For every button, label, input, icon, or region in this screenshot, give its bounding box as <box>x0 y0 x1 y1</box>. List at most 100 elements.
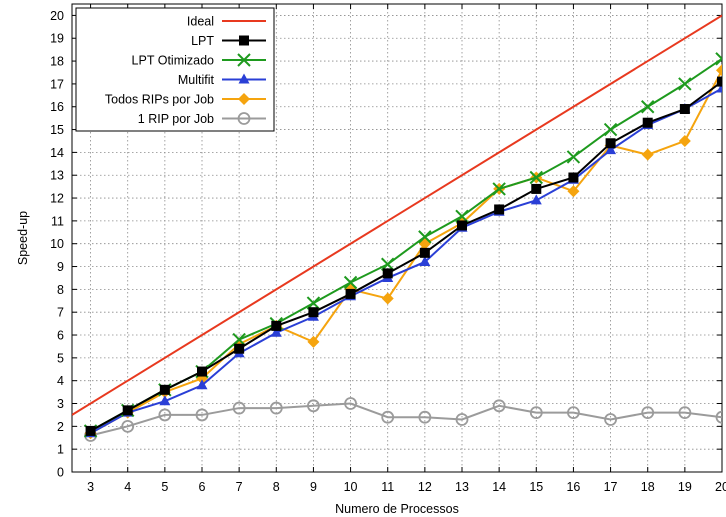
data-point <box>307 399 320 413</box>
data-point <box>234 343 245 354</box>
data-point <box>269 401 283 415</box>
y-tick-label: 16 <box>50 100 64 114</box>
y-tick-label: 13 <box>50 169 64 183</box>
series-line <box>90 80 722 432</box>
x-axis-label: Numero de Processos <box>335 502 459 516</box>
data-point <box>603 122 618 137</box>
x-tick-label: 10 <box>344 480 358 494</box>
data-point <box>121 419 135 433</box>
data-point <box>232 332 246 347</box>
data-point <box>345 288 356 299</box>
data-point <box>306 296 321 310</box>
data-point <box>529 406 543 420</box>
data-point <box>568 172 579 183</box>
data-point <box>239 35 249 46</box>
data-point <box>381 257 395 271</box>
data-point <box>418 410 432 424</box>
data-point <box>196 379 208 390</box>
x-tick-label: 15 <box>529 480 543 494</box>
y-tick-label: 20 <box>50 9 64 23</box>
y-tick-label: 11 <box>51 214 64 228</box>
y-tick-label: 18 <box>50 55 64 69</box>
x-tick-label: 6 <box>199 480 206 494</box>
data-point <box>567 406 580 420</box>
data-point <box>678 77 692 91</box>
data-point <box>195 408 209 422</box>
data-point <box>382 268 393 279</box>
data-point <box>604 413 617 426</box>
y-tick-label: 19 <box>50 32 64 46</box>
data-point <box>238 73 250 84</box>
data-point <box>457 220 467 231</box>
y-tick-label: 12 <box>50 192 64 206</box>
data-point <box>419 255 431 266</box>
legend: Ideal LPT LPT Otimizado Multifit Todos RIPs … <box>75 7 275 132</box>
data-point <box>343 275 358 290</box>
legend-label: 1 RIP por Job <box>138 112 214 126</box>
data-point <box>531 183 542 194</box>
x-tick-label: 16 <box>566 480 580 494</box>
data-point <box>494 204 505 215</box>
y-tick-label: 7 <box>57 306 64 320</box>
data-point <box>237 112 251 125</box>
x-tick-label: 5 <box>161 480 168 494</box>
series-line <box>72 14 722 416</box>
data-point <box>271 320 282 331</box>
series-layer <box>72 14 722 442</box>
data-point <box>158 408 172 422</box>
data-point <box>641 100 655 114</box>
y-tick-label: 2 <box>57 420 64 434</box>
data-point <box>381 410 395 424</box>
data-point <box>237 53 251 67</box>
data-point <box>678 134 691 147</box>
y-tick-label: 5 <box>57 351 64 365</box>
legend-label: LPT Otimizado <box>132 54 214 68</box>
data-point <box>381 292 394 305</box>
data-point <box>492 182 506 196</box>
y-tick-label: 14 <box>50 146 64 160</box>
legend-label: Multifit <box>178 73 215 87</box>
data-point <box>307 335 320 348</box>
x-tick-label: 11 <box>381 480 394 494</box>
plot-frame <box>71 3 723 473</box>
x-tick-label: 18 <box>641 480 655 494</box>
data-point <box>530 194 542 205</box>
data-point <box>716 64 722 77</box>
y-tick-label: 9 <box>57 260 64 274</box>
data-point <box>455 209 469 224</box>
data-point <box>238 93 250 105</box>
data-point <box>159 384 170 395</box>
x-tick-label: 3 <box>87 480 94 494</box>
y-tick-label: 6 <box>57 329 64 343</box>
data-point <box>159 395 171 406</box>
data-point <box>567 185 580 198</box>
x-tick-label: 8 <box>273 480 280 494</box>
data-point <box>566 150 581 164</box>
x-tick-label: 17 <box>604 480 618 494</box>
data-point <box>122 405 133 416</box>
data-point <box>715 52 722 66</box>
data-point <box>197 366 207 377</box>
data-point <box>642 117 653 128</box>
x-tick-label: 14 <box>492 480 506 494</box>
legend-label: Todos RIPs por Job <box>105 93 214 107</box>
data-point <box>492 399 506 413</box>
y-tick-label: 1 <box>57 443 64 457</box>
data-point <box>308 307 319 318</box>
data-point <box>455 413 469 426</box>
data-point <box>605 144 617 155</box>
data-point <box>418 230 432 244</box>
data-point <box>679 104 690 115</box>
x-tick-label: 4 <box>124 480 131 494</box>
data-point <box>85 425 96 436</box>
data-point <box>419 247 430 258</box>
data-point <box>344 397 357 410</box>
y-tick-label: 8 <box>57 283 64 297</box>
y-tick-label: 0 <box>57 466 64 480</box>
y-tick-label: 15 <box>50 123 64 137</box>
data-point <box>605 138 616 149</box>
legend-label: LPT <box>191 34 214 48</box>
y-axis-label: Speed-up <box>16 211 30 265</box>
x-tick-label: 12 <box>418 480 432 494</box>
